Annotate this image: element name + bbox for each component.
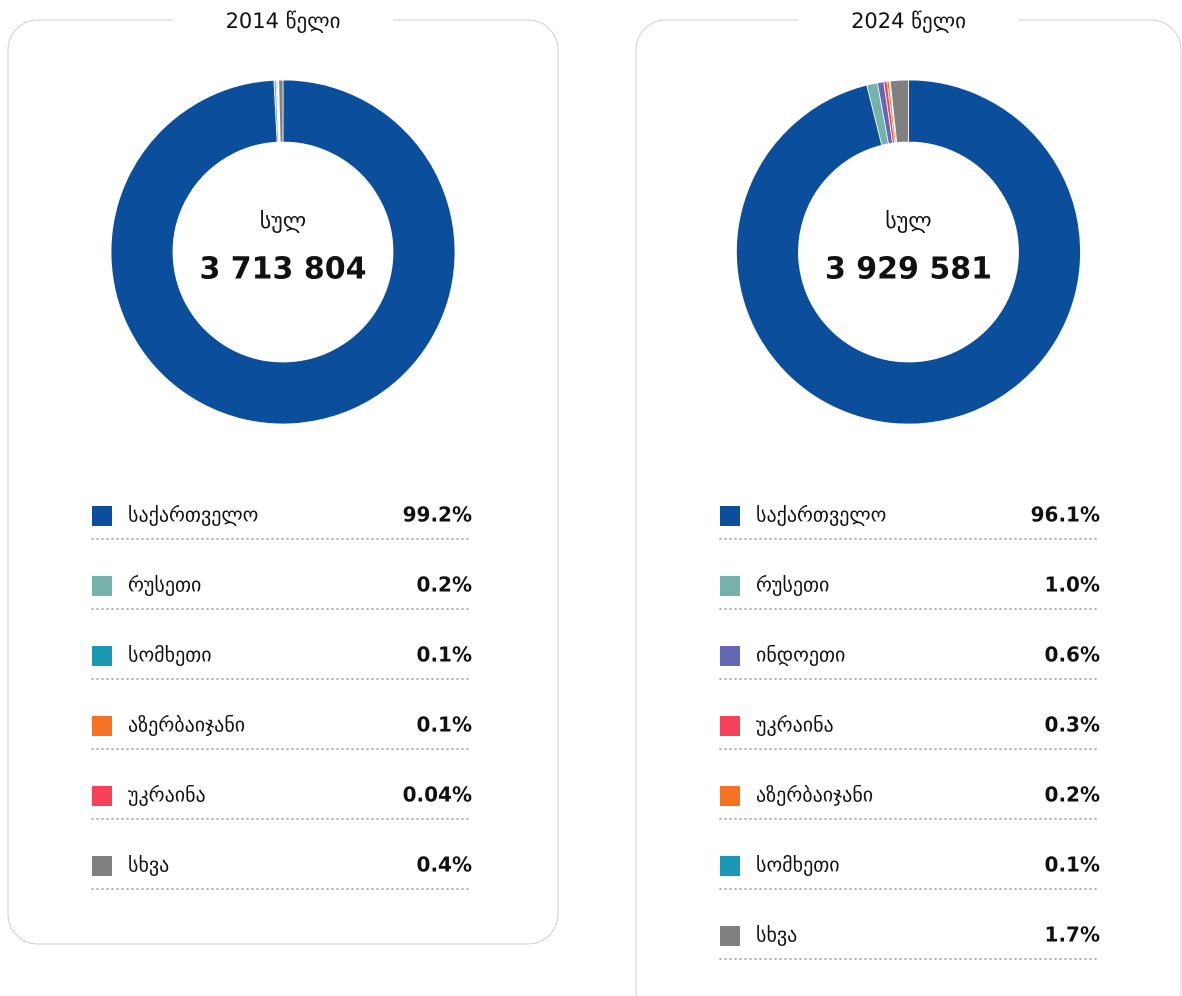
legend-label: აზერბაიჯანი [756,783,873,807]
card [7,19,559,945]
legend-swatch [720,646,740,666]
legend-label: სხვა [756,923,797,947]
donut-slice [889,79,909,144]
legend-swatch [720,856,740,876]
legend-label: უკრაინა [128,783,206,807]
value-label: 0.1% [417,643,472,667]
legend-label: აზერბაიჯანი [128,713,245,737]
legend-swatch [92,646,112,666]
legend-swatch [92,506,112,526]
legend-label: ინდოეთი [756,643,845,667]
legend-swatch [92,716,112,736]
center-label: სულ [260,209,306,234]
value-label: 96.1% [1031,503,1100,527]
legend-label: რუსეთი [128,573,201,597]
value-label: 0.2% [1045,783,1100,807]
legend-swatch [720,506,740,526]
legend-label: უკრაინა [756,713,834,737]
legend-label: სომხეთი [128,643,212,667]
total: 3 713 804 [199,252,366,287]
title-bg [798,8,1019,34]
legend-label: სხვა [128,853,169,877]
value-label: 99.2% [403,503,472,527]
donut-slice [278,79,284,143]
value-label: 0.6% [1045,643,1100,667]
legend-label: სომხეთი [756,853,840,877]
value-label: 1.0% [1045,573,1100,597]
legend-label: საქართველო [756,503,886,527]
legend-swatch [720,786,740,806]
legend-label: საქართველო [128,503,258,527]
title-bg [173,8,393,34]
value-label: 1.7% [1045,923,1100,947]
legend-swatch [720,926,740,946]
legend-swatch [720,576,740,596]
donut-slice [110,79,456,425]
total: 3 929 581 [825,252,992,287]
value-label: 0.3% [1045,713,1100,737]
card-title: 2024 წელი [851,9,966,33]
value-label: 0.1% [417,713,472,737]
legend-swatch [720,716,740,736]
legend-label: რუსეთი [756,573,829,597]
legend-swatch [92,786,112,806]
legend-swatch [92,856,112,876]
legend-swatch [92,576,112,596]
value-label: 0.2% [417,573,472,597]
value-label: 0.1% [1045,853,1100,877]
card-title: 2014 წელი [226,9,341,33]
value-label: 0.4% [417,853,472,877]
value-label: 0.04% [403,783,472,807]
center-label: სულ [885,209,931,234]
donut-slice [736,79,1081,425]
